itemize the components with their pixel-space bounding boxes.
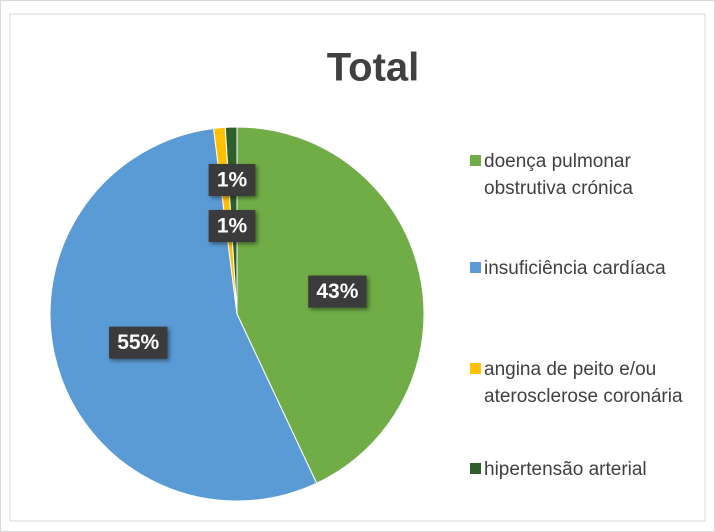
- data-label-group: 1%: [208, 210, 256, 242]
- legend-entry: hipertensão arterial: [470, 456, 700, 483]
- legend-label: doença pulmonar obstrutiva crónica: [484, 151, 633, 199]
- data-label-group: 55%: [109, 326, 168, 359]
- data-label-group: 43%: [308, 275, 367, 308]
- legend-label: angina de peito e/ou aterosclerose coron…: [484, 359, 683, 407]
- data-label: 1%: [217, 215, 248, 238]
- data-label-box: [109, 326, 168, 359]
- pie-slice: [49, 127, 318, 502]
- data-label-group: 1%: [208, 164, 256, 196]
- data-label-box: [308, 275, 367, 308]
- legend-entry: angina de peito e/ou aterosclerose coron…: [470, 356, 700, 410]
- legend-swatch: [470, 262, 481, 273]
- data-label: 55%: [117, 331, 159, 354]
- data-label: 1%: [217, 169, 248, 192]
- data-labels: 43% 55% 1% 1%: [109, 164, 367, 359]
- legend-swatch: [470, 155, 481, 166]
- legend-label: insuficiência cardíaca: [484, 258, 666, 279]
- data-label: 43%: [316, 280, 358, 303]
- legend-entry: insuficiência cardíaca: [470, 255, 700, 282]
- legend-label: hipertensão arterial: [484, 459, 647, 480]
- chart-title: Total: [327, 46, 420, 90]
- legend-swatch: [470, 463, 481, 474]
- legend-swatch: [470, 363, 481, 374]
- data-label-box: [208, 210, 256, 242]
- data-label-box: [208, 164, 256, 196]
- legend-entry: doença pulmonar obstrutiva crónica: [470, 148, 700, 202]
